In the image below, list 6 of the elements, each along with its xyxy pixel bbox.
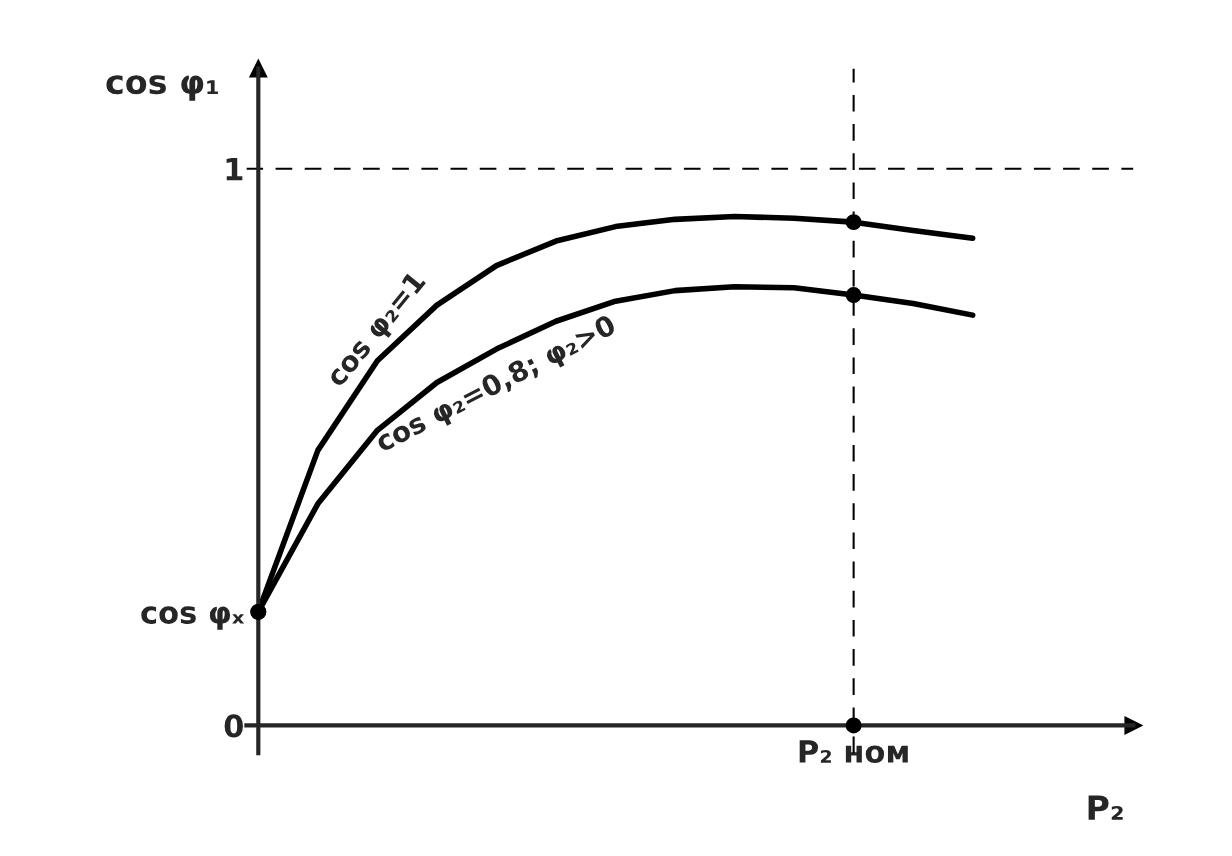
x-tick-label: P₂ ном: [799, 740, 908, 763]
y-tick-label: 1: [226, 158, 243, 181]
y-tick-label: cos φₓ: [141, 606, 245, 630]
x-axis-title: P₂: [1088, 795, 1123, 820]
y-axis-title: cos φ₁: [106, 75, 218, 101]
y-tick-label: 0: [224, 714, 243, 738]
